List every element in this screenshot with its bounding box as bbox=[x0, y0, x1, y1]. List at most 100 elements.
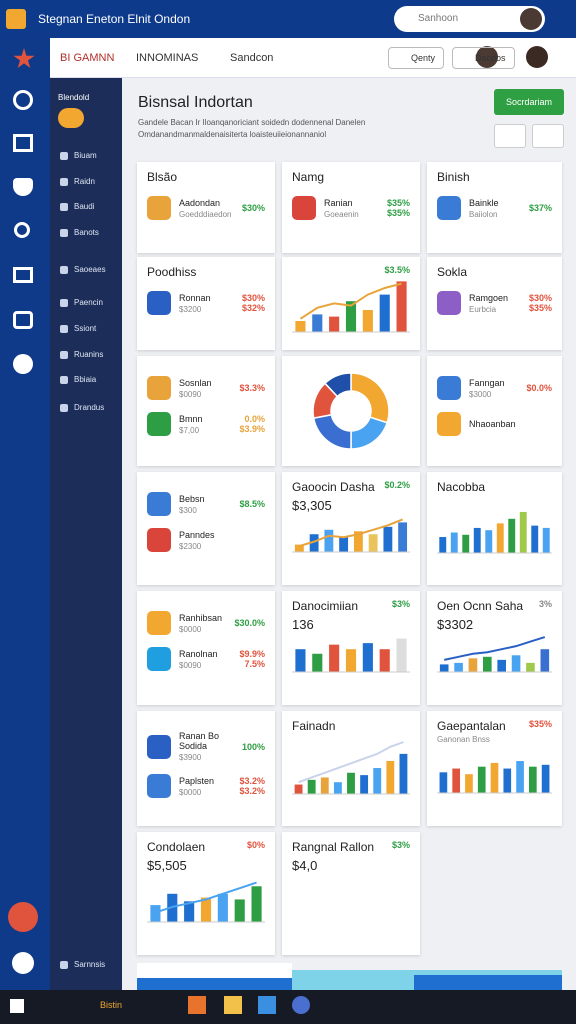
row-values: 0.0% $3.9% bbox=[239, 414, 265, 434]
row-label: Fanngan bbox=[469, 377, 505, 388]
row-sub: $7,00 bbox=[179, 425, 200, 435]
card-delta: 3% bbox=[538, 599, 552, 609]
bar bbox=[312, 653, 323, 672]
nav-icon[interactable] bbox=[13, 90, 33, 110]
trend-line bbox=[299, 282, 402, 320]
row-icon bbox=[437, 376, 461, 400]
icon-button[interactable] bbox=[494, 124, 526, 148]
row-label: Ranolnan bbox=[179, 648, 218, 659]
taskbar-app[interactable] bbox=[188, 996, 206, 1014]
sidebar-item[interactable]: Raidn bbox=[60, 177, 95, 186]
action-button[interactable]: Socrdariam bbox=[494, 89, 564, 115]
row-value: $35% bbox=[386, 208, 410, 218]
avatar[interactable] bbox=[520, 8, 542, 30]
tab[interactable]: Sandcon bbox=[230, 52, 274, 64]
nav-icon[interactable] bbox=[13, 134, 33, 152]
bar bbox=[339, 537, 349, 552]
card-delta: $3% bbox=[391, 840, 410, 850]
sidebar-item[interactable]: Ruanins bbox=[60, 350, 103, 359]
card-kpi: $3302 bbox=[437, 617, 474, 632]
taskbar-app[interactable] bbox=[258, 996, 276, 1014]
mini-chart bbox=[292, 518, 410, 553]
card-row: Fanngan $3000 $0.0% bbox=[437, 376, 552, 400]
card-title: Condolaen bbox=[147, 840, 206, 854]
card-header: Condolaen $0% bbox=[147, 840, 265, 854]
avatar[interactable] bbox=[476, 46, 498, 68]
card-delta: $3.5% bbox=[384, 265, 410, 275]
row-text: Ranan Bo Sodida $3900 bbox=[179, 731, 242, 762]
sidebar-item[interactable]: Ssiont bbox=[60, 324, 96, 333]
row-text: Bainkle Baiiolon bbox=[469, 198, 529, 219]
row-label: Ramgoen bbox=[469, 292, 509, 303]
bar bbox=[309, 534, 319, 552]
row-value: $32% bbox=[241, 303, 265, 313]
row-value: $8.5% bbox=[239, 499, 265, 509]
card-header: Oen Ocnn Saha 3% bbox=[437, 599, 552, 613]
tab[interactable]: INNOMINAS bbox=[136, 52, 199, 64]
nav-icon[interactable] bbox=[13, 178, 33, 196]
bar bbox=[379, 294, 390, 332]
card-header: Gaepantalan $35% bbox=[437, 719, 552, 733]
nav-icon[interactable] bbox=[12, 952, 34, 974]
card-header: Gaoocin Dasha $0.2% bbox=[292, 480, 410, 494]
nav-icon[interactable] bbox=[13, 311, 33, 329]
sidebar-item[interactable]: Drandus bbox=[60, 403, 104, 412]
row-value: 7.5% bbox=[244, 659, 265, 669]
start-button[interactable] bbox=[10, 999, 24, 1013]
bar bbox=[362, 643, 373, 672]
sidebar-item[interactable]: Baudi bbox=[60, 202, 94, 211]
sidebar-item[interactable]: Banots bbox=[60, 228, 99, 237]
row-values: $30% $32% bbox=[242, 293, 265, 313]
nav-icon[interactable] bbox=[13, 354, 33, 374]
card-row: Bainkle Baiiolon $37% bbox=[437, 196, 552, 220]
bar bbox=[373, 768, 382, 794]
sidebar-item[interactable]: Saoeaes bbox=[60, 265, 106, 274]
row-value: $37% bbox=[528, 203, 552, 213]
card-row: Nhaoanban bbox=[437, 412, 552, 436]
row-values: $35% $35% bbox=[387, 198, 410, 218]
sidebar-item[interactable]: Bbiaia bbox=[60, 375, 96, 384]
bar bbox=[312, 314, 323, 332]
bar bbox=[217, 893, 228, 922]
card-row: Ranolnan $0090 $9.9% 7.5% bbox=[147, 647, 265, 671]
avatar[interactable] bbox=[526, 46, 548, 68]
row-values: $30% bbox=[242, 203, 265, 213]
bar bbox=[360, 775, 369, 794]
sidebar-item[interactable]: Biuam bbox=[60, 151, 97, 160]
header-button[interactable]: Dacdos bbox=[452, 47, 515, 69]
bar bbox=[307, 779, 316, 794]
bar bbox=[473, 527, 481, 553]
card-title: Danocimiian bbox=[292, 599, 359, 613]
nav-icon[interactable] bbox=[13, 267, 33, 283]
bar bbox=[485, 530, 493, 553]
tab[interactable]: BI GAMNN bbox=[60, 52, 115, 64]
trend-line bbox=[155, 881, 257, 914]
sidebar-footer[interactable]: Sarnnsis bbox=[60, 960, 105, 969]
nav-icon[interactable] bbox=[14, 222, 30, 238]
row-value: $3.2% bbox=[239, 786, 265, 796]
card: Fanngan $3000 $0.0% Nhaoanban bbox=[427, 356, 562, 466]
taskbar-app[interactable] bbox=[292, 996, 310, 1014]
card-row: Sosnlan $0090 $3.3% bbox=[147, 376, 265, 400]
donut-chart bbox=[312, 372, 390, 450]
card-header: Blsão bbox=[147, 170, 265, 184]
bar bbox=[383, 526, 393, 552]
card-delta: $0% bbox=[246, 840, 265, 850]
taskbar-app[interactable] bbox=[224, 996, 242, 1014]
trend-line bbox=[298, 741, 404, 784]
row-label: Sosnlan bbox=[179, 377, 212, 388]
row-label: Bmnn bbox=[179, 413, 203, 424]
header-button[interactable]: Qenty bbox=[388, 47, 445, 69]
bar bbox=[477, 766, 486, 793]
bar bbox=[398, 522, 408, 552]
card-delta: $3% bbox=[391, 599, 410, 609]
card bbox=[282, 356, 420, 466]
icon-button[interactable] bbox=[532, 124, 564, 148]
row-value: 100% bbox=[241, 741, 265, 752]
search-box[interactable]: Sanhoon bbox=[394, 6, 545, 32]
action-button[interactable] bbox=[8, 902, 38, 932]
sidebar-item[interactable]: Paencin bbox=[60, 298, 103, 307]
row-icon bbox=[437, 196, 461, 220]
taskbar-label: Bistin bbox=[100, 1000, 123, 1010]
card-delta: $35% bbox=[528, 719, 552, 729]
